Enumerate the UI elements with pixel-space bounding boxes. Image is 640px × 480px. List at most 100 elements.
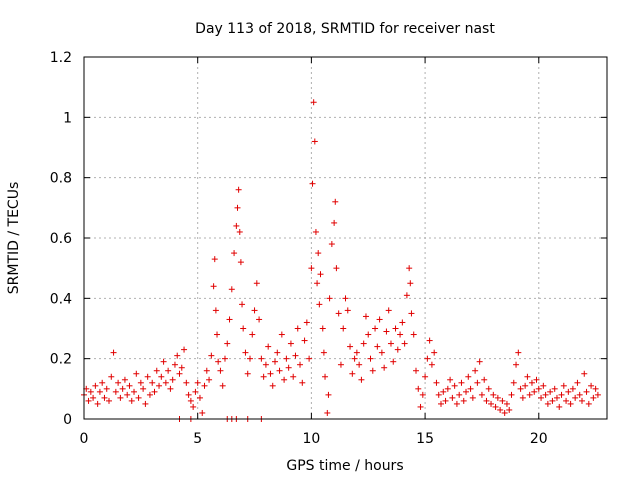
- data-point: [328, 241, 335, 248]
- data-point: [574, 379, 581, 386]
- data-point: [426, 337, 433, 344]
- data-point: [233, 222, 240, 229]
- data-point: [322, 373, 329, 380]
- data-point: [481, 376, 488, 383]
- data-point: [476, 358, 483, 365]
- data-point: [133, 370, 140, 377]
- data-point: [526, 391, 533, 398]
- data-point: [219, 382, 226, 389]
- data-point: [90, 394, 97, 401]
- data-point: [365, 331, 372, 338]
- data-point: [221, 355, 228, 362]
- data-point: [203, 367, 210, 374]
- data-point: [340, 325, 347, 332]
- data-point: [376, 316, 383, 323]
- data-point: [576, 391, 583, 398]
- data-point: [588, 382, 595, 389]
- data-point: [169, 376, 176, 383]
- data-point: [463, 388, 470, 395]
- data-point: [358, 376, 365, 383]
- data-point: [185, 391, 192, 398]
- data-point: [224, 340, 231, 347]
- data-point: [563, 397, 570, 404]
- data-point: [333, 265, 340, 272]
- data-point: [96, 388, 103, 395]
- data-point: [488, 400, 495, 407]
- data-point: [214, 331, 221, 338]
- data-point: [99, 379, 106, 386]
- data-point: [547, 388, 554, 395]
- data-point: [508, 391, 515, 398]
- data-point: [278, 331, 285, 338]
- data-point: [274, 349, 281, 356]
- data-point: [428, 361, 435, 368]
- y-tick-label: 0.8: [50, 171, 72, 187]
- data-point: [119, 385, 126, 392]
- data-point: [146, 391, 153, 398]
- data-point: [306, 355, 313, 362]
- data-point: [497, 406, 504, 413]
- data-point: [165, 367, 172, 374]
- data-point: [196, 394, 203, 401]
- data-point: [583, 388, 590, 395]
- data-point: [217, 367, 224, 374]
- data-point: [344, 307, 351, 314]
- data-point: [320, 349, 327, 356]
- data-point: [422, 373, 429, 380]
- grid: [84, 57, 607, 419]
- data-point: [126, 382, 133, 389]
- data-point: [301, 337, 308, 344]
- data-point: [456, 391, 463, 398]
- data-point: [449, 394, 456, 401]
- data-point: [124, 391, 131, 398]
- data-point: [387, 340, 394, 347]
- data-point: [447, 376, 454, 383]
- data-point: [406, 265, 413, 272]
- data-point: [337, 361, 344, 368]
- data-point: [106, 397, 113, 404]
- data-point: [524, 373, 531, 380]
- data-point: [349, 370, 356, 377]
- data-point: [353, 349, 360, 356]
- data-point: [410, 331, 417, 338]
- data-point: [435, 391, 442, 398]
- data-point: [442, 397, 449, 404]
- data-point: [431, 349, 438, 356]
- data-point: [403, 292, 410, 299]
- data-point: [178, 364, 185, 371]
- x-tick-label: 0: [80, 431, 89, 447]
- data-point: [117, 394, 124, 401]
- data-point: [312, 228, 319, 235]
- data-point: [510, 379, 517, 386]
- data-point: [397, 331, 404, 338]
- data-point: [131, 388, 138, 395]
- data-point: [351, 355, 358, 362]
- data-point: [390, 358, 397, 365]
- data-point: [594, 391, 601, 398]
- data-point: [567, 400, 574, 407]
- data-point: [517, 385, 524, 392]
- data-point: [162, 379, 169, 386]
- data-point: [290, 373, 297, 380]
- data-point: [578, 397, 585, 404]
- data-point: [444, 385, 451, 392]
- data-point: [399, 319, 406, 326]
- data-point: [108, 373, 115, 380]
- data-point: [285, 364, 292, 371]
- data-point: [237, 259, 244, 266]
- data-point: [478, 391, 485, 398]
- y-tick-label: 1: [63, 110, 72, 126]
- data-point: [314, 280, 321, 287]
- data-point: [381, 364, 388, 371]
- data-point: [474, 379, 481, 386]
- data-point: [592, 385, 599, 392]
- data-point: [331, 219, 338, 226]
- data-point: [324, 409, 331, 416]
- data-point: [103, 385, 110, 392]
- data-point: [522, 382, 529, 389]
- data-point: [149, 379, 156, 386]
- data-point: [383, 328, 390, 335]
- axis-ticks: 0 0.2 0.4 0.6 0.8 1 1.2 0 5 10 15 20: [50, 50, 607, 447]
- data-point: [572, 394, 579, 401]
